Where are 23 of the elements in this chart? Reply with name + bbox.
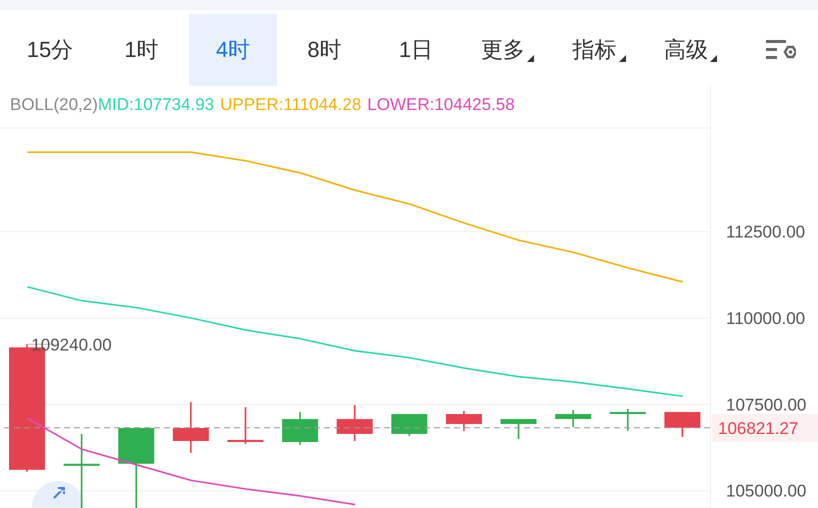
text: UPPER:111044.28: [220, 95, 362, 115]
y-tick-label: 105000.00: [726, 482, 806, 501]
annotation: 109240.00: [31, 335, 112, 354]
ref-line-label: 106821.27: [718, 418, 798, 438]
y-tick-label: 107500.00: [726, 395, 806, 414]
candlestick: [227, 406, 264, 445]
text: 1时: [124, 36, 159, 64]
line-series: [26, 417, 356, 506]
candlestick: [610, 408, 646, 432]
text: 8时: [307, 36, 342, 64]
text: LOWER:104425.58: [367, 95, 515, 115]
text: 更多: [481, 36, 525, 64]
text: 指标: [572, 36, 616, 64]
y-tick-label: 112500.00: [726, 222, 806, 242]
text: 4时: [216, 36, 250, 64]
text: 15分: [26, 36, 74, 64]
text: MID:107734.93: [98, 95, 214, 115]
line-series: [26, 286, 684, 398]
y-tick-label: 110000.00: [726, 309, 806, 328]
legend-title: BOLL(20,2): [10, 95, 98, 115]
line-series: [26, 151, 684, 283]
text: 1日: [398, 36, 434, 64]
text: 高级: [664, 36, 708, 64]
